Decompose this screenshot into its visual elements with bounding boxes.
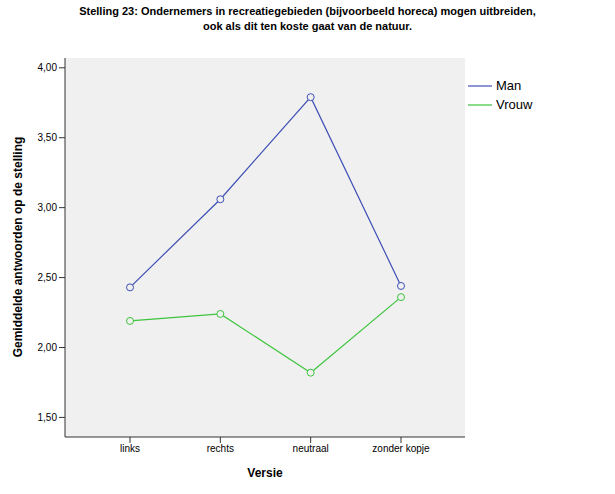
svg-text:Versie: Versie — [247, 466, 283, 480]
svg-text:3,50: 3,50 — [38, 132, 58, 143]
html-text:ook als dit ten koste gaat van: ook als dit ten koste gaat van de natuur… — [203, 20, 412, 32]
svg-text:4,00: 4,00 — [38, 62, 58, 73]
svg-text:3,00: 3,00 — [38, 202, 58, 213]
svg-text:2,50: 2,50 — [38, 272, 58, 283]
svg-text:links: links — [120, 443, 140, 454]
svg-text:1,50: 1,50 — [38, 412, 58, 423]
svg-text:neutraal: neutraal — [293, 443, 329, 454]
svg-text:2,00: 2,00 — [38, 342, 58, 353]
svg-text:rechts: rechts — [207, 443, 234, 454]
svg-text:Man: Man — [496, 78, 521, 93]
svg-text:Gemiddelde antwoorden op de st: Gemiddelde antwoorden op de stelling — [11, 137, 25, 358]
svg-text:Vrouw: Vrouw — [496, 97, 533, 112]
svg-text:zonder kopje: zonder kopje — [372, 443, 430, 454]
html-text:Stelling 23: Ondernemers in re: Stelling 23: Ondernemers in recreatiegeb… — [79, 5, 536, 17]
